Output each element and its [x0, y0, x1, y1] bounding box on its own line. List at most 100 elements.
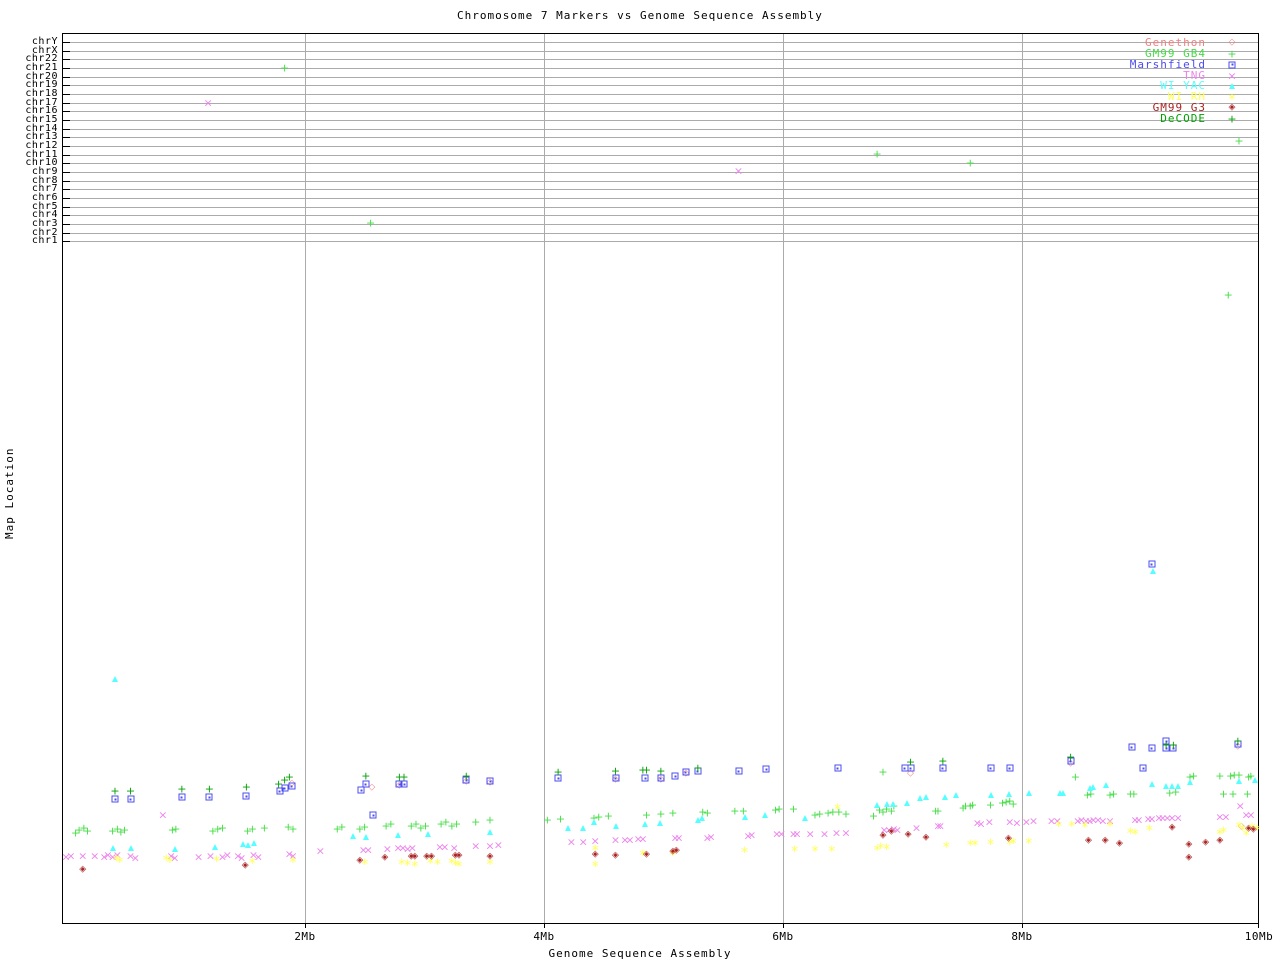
dot-diamond-marker-icon: ◈: [1249, 824, 1257, 835]
legend-triangle-marker-icon: [1229, 83, 1235, 90]
plus-marker-icon: +: [702, 806, 712, 820]
triangle-marker-icon: [1056, 790, 1063, 796]
y-axis-tick: [62, 51, 70, 52]
plus-marker-icon: +: [485, 813, 495, 827]
chromosome-label: chr18: [25, 88, 58, 99]
y-axis-label: Map Location: [3, 447, 16, 539]
cross-marker-icon: ×: [248, 848, 259, 862]
triangle-marker-icon: [802, 815, 809, 821]
plus-marker-icon: +: [355, 822, 365, 836]
legend-square-dot-marker-icon: [1228, 61, 1236, 69]
dot-diamond-marker-icon: ◈: [1005, 833, 1012, 844]
cross-marker-icon: ×: [733, 164, 744, 178]
plus-marker-icon: +: [284, 770, 294, 784]
cross-marker-icon: ×: [1012, 816, 1022, 830]
cross-marker-icon: ×: [222, 848, 232, 862]
plus-marker-icon: +: [259, 821, 269, 835]
chromosome-label: chr10: [25, 157, 58, 168]
x-axis-tick: [1258, 924, 1259, 928]
y-axis-tick: [62, 198, 70, 199]
dot-diamond-marker-icon: ◈: [356, 855, 364, 866]
plus-marker-icon: +: [213, 822, 223, 836]
asterisk-marker-icon: *: [248, 855, 256, 872]
plus-marker-icon: +: [1108, 787, 1119, 801]
asterisk-marker-icon: *: [411, 858, 419, 875]
y-axis-tick: [62, 103, 70, 104]
plus-marker-icon: +: [938, 754, 948, 768]
triangle-marker-icon: [171, 846, 178, 852]
cross-marker-icon: ×: [819, 827, 830, 841]
plus-marker-icon: +: [337, 820, 347, 834]
plus-marker-icon: +: [1008, 797, 1018, 811]
cross-marker-icon: ×: [1021, 815, 1031, 829]
plus-marker-icon: +: [1234, 134, 1244, 148]
cross-marker-icon: ×: [1052, 814, 1062, 828]
dot-diamond-marker-icon: ◈: [591, 849, 599, 860]
cross-marker-icon: ×: [976, 817, 986, 831]
y-axis-tick: [62, 189, 70, 190]
chromosome-gridline: [69, 163, 1258, 164]
plus-marker-icon: +: [436, 817, 446, 831]
cross-marker-icon: ×: [440, 840, 450, 854]
chromosome-label: chr19: [25, 79, 58, 90]
dot-diamond-marker-icon: ◈: [241, 860, 249, 871]
plus-marker-icon: +: [204, 782, 214, 796]
plus-marker-icon: +: [1065, 750, 1076, 764]
square-dot-marker-icon: [357, 786, 365, 794]
triangle-marker-icon: [761, 812, 768, 818]
plus-marker-icon: +: [279, 61, 290, 75]
chromosome-gridline: [69, 146, 1258, 147]
asterisk-marker-icon: *: [987, 836, 994, 853]
plus-marker-icon: +: [872, 147, 882, 161]
cross-marker-icon: ×: [398, 841, 408, 855]
dot-diamond-marker-icon: ◈: [1085, 835, 1092, 846]
y-axis-tick: [62, 59, 70, 60]
cross-marker-icon: ×: [984, 815, 994, 829]
plus-marker-icon: +: [241, 780, 251, 794]
cross-marker-icon: ×: [1005, 815, 1015, 829]
triangle-marker-icon: [349, 833, 356, 839]
cross-marker-icon: ×: [746, 828, 757, 842]
legend-cross-marker-icon: ×: [1227, 69, 1237, 83]
plus-marker-icon: +: [1171, 785, 1181, 799]
square-dot-marker-icon: [111, 795, 119, 803]
chromosome-gridline: [69, 215, 1258, 216]
chromosome-label: chr22: [25, 53, 58, 64]
plus-marker-icon: +: [1168, 738, 1178, 752]
plus-marker-icon: +: [411, 817, 421, 831]
square-dot-marker-icon: [671, 772, 679, 780]
dot-diamond-marker-icon: ◈: [455, 850, 463, 861]
square-dot-marker-icon: [127, 795, 134, 803]
y-axis-tick: [62, 241, 70, 242]
cross-marker-icon: ×: [1221, 810, 1231, 824]
plus-marker-icon: +: [997, 796, 1008, 810]
legend-label: GM99 G3: [1152, 101, 1206, 115]
asterisk-marker-icon: *: [434, 856, 441, 873]
plus-marker-icon: +: [788, 802, 799, 816]
cross-marker-icon: ×: [236, 851, 247, 865]
chromosome-label: chrX: [31, 45, 58, 56]
plus-marker-icon: +: [283, 820, 293, 834]
square-dot-marker-icon: [1148, 744, 1156, 752]
legend-open-diamond-marker-icon: ◇: [1228, 37, 1236, 48]
plus-marker-icon: +: [447, 819, 457, 833]
plus-marker-icon: +: [125, 784, 136, 798]
cross-marker-icon: ×: [166, 849, 176, 863]
asterisk-marker-icon: *: [591, 842, 599, 859]
square-dot-marker-icon: [1148, 560, 1156, 568]
cross-marker-icon: ×: [1081, 814, 1091, 828]
square-dot-marker-icon: [1128, 743, 1135, 751]
cross-marker-icon: ×: [1098, 814, 1108, 828]
square-dot-marker-icon: [682, 768, 690, 776]
dot-diamond-marker-icon: ◈: [1101, 835, 1109, 846]
open-diamond-marker-icon: ◇: [462, 776, 470, 787]
asterisk-marker-icon: *: [883, 841, 891, 858]
plus-marker-icon: +: [693, 761, 703, 775]
plus-marker-icon: +: [555, 812, 566, 826]
asterisk-marker-icon: *: [1106, 818, 1114, 835]
plus-marker-icon: +: [70, 826, 81, 840]
cross-marker-icon: ×: [638, 832, 648, 846]
plus-marker-icon: +: [553, 765, 563, 779]
chart-title: Chromosome 7 Markers vs Genome Sequence …: [457, 9, 823, 22]
